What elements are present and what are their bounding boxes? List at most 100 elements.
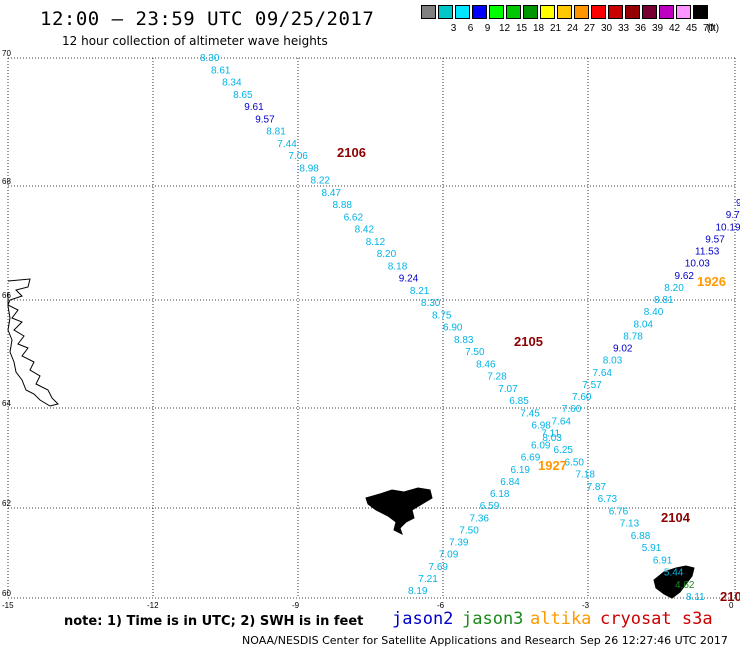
wave-height-value: 10.03: [685, 259, 710, 270]
pass-number-label: 2104: [661, 510, 691, 525]
wave-height-value: 7.06: [288, 151, 308, 162]
scale-label: 33: [617, 23, 630, 34]
wave-height-value: 7.39: [449, 538, 469, 549]
wave-height-value: 7.87: [587, 482, 607, 493]
lon-tick: 0: [729, 601, 734, 610]
scale-swatch: [693, 5, 708, 19]
wave-height-value: 8.81: [654, 295, 674, 306]
wave-height-value: 7.45: [520, 408, 540, 419]
pass-number-label: 2106: [337, 145, 366, 160]
scale-swatch: [489, 5, 504, 19]
satellite-cryosat-s3a: cryosat s3a: [600, 609, 713, 629]
wave-height-value: 9.02: [613, 344, 633, 355]
pass-number-label: 210: [720, 589, 740, 604]
lat-lon-grid: [7, 57, 736, 599]
wave-height-value: 6.91: [653, 555, 673, 566]
scale-label: 27: [583, 23, 596, 34]
coastlines: [7, 278, 695, 599]
wave-height-value: 10.19: [716, 222, 740, 233]
wave-height-value: 7.07: [498, 384, 518, 395]
satellite-altika: altika: [530, 609, 592, 629]
lat-tick: 60: [2, 589, 11, 598]
faroe-islands: [365, 487, 433, 535]
wave-height-value: 9.62: [675, 271, 695, 282]
wave-height-value: 8.11: [686, 592, 705, 603]
wave-height-value: 7.64: [593, 368, 613, 379]
scale-label: 18: [532, 23, 545, 34]
wave-height-value: 8.21: [410, 286, 430, 297]
track-1926-1927: 99.710.199.5711.5310.039.628.208.818.408…: [408, 198, 740, 597]
wave-height-value: 9.7: [726, 210, 740, 221]
scale-swatch: [523, 5, 538, 19]
scale-label: 15: [515, 23, 528, 34]
satellite-jason3: jason3: [462, 609, 524, 629]
wave-height-value: 6.62: [344, 212, 364, 223]
scale-swatch: [540, 5, 555, 19]
wave-height-value: 6.84: [500, 477, 520, 488]
wave-height-value: 5.91: [642, 543, 662, 554]
wave-height-value: 6.19: [511, 465, 531, 476]
lat-tick: 66: [2, 291, 11, 300]
lat-tick: 70: [2, 49, 11, 58]
wave-height-value: 8.34: [222, 78, 242, 89]
scale-swatch: [421, 5, 436, 19]
wave-height-value: 9: [736, 198, 740, 209]
pass-number-label: 1927: [538, 458, 567, 473]
wave-height-value: 8.42: [355, 225, 375, 236]
wave-height-value: 6.88: [631, 531, 651, 542]
wave-height-value: 8.75: [432, 310, 452, 321]
wave-height-value: 4.62: [675, 580, 695, 591]
scale-label: 9: [484, 23, 491, 34]
wave-height-value: 8.04: [634, 319, 654, 330]
wave-height-value: 7.36: [470, 513, 490, 524]
scale-unit: (ft): [706, 23, 720, 34]
scale-swatch: [642, 5, 657, 19]
scale-swatch: [676, 5, 691, 19]
scale-swatch: [557, 5, 572, 19]
wave-height-value: 6.85: [509, 396, 529, 407]
wave-height-value: 6.69: [521, 453, 541, 464]
wave-height-value: 8.03: [603, 356, 623, 367]
wave-height-value: 8.19: [408, 586, 428, 597]
wave-height-value: 11.53: [695, 247, 720, 258]
scale-label: 45: [685, 23, 698, 34]
scale-swatch: [591, 5, 606, 19]
wave-height-value: 7.09: [439, 550, 459, 561]
generated-timestamp: Sep 26 12:27:46 UTC 2017: [580, 634, 728, 647]
scale-label: 42: [668, 23, 681, 34]
wave-height-value: 6.90: [443, 323, 463, 334]
wave-height-value: 7.50: [465, 347, 485, 358]
wave-height-value: 5.44: [664, 568, 684, 579]
wave-height-value: 8.18: [388, 261, 408, 272]
wave-height-value: 7.11: [541, 428, 560, 439]
wave-height-value: 7.64: [552, 416, 572, 427]
footer-note: note: 1) Time is in UTC; 2) SWH is in fe…: [64, 614, 364, 629]
wave-height-value: 7.69: [429, 562, 449, 573]
scale-label: 24: [566, 23, 579, 34]
wave-height-value: 8.30: [421, 298, 441, 309]
lon-tick: -3: [582, 601, 590, 610]
scale-label: 21: [549, 23, 562, 34]
lon-tick: -6: [437, 601, 445, 610]
scale-swatch: [506, 5, 521, 19]
scale-label: 12: [498, 23, 511, 34]
wave-height-value: 8.22: [311, 176, 331, 187]
wave-height-value: 7.57: [582, 380, 602, 391]
wave-height-value: 7.21: [418, 574, 438, 585]
wave-height-value: 7.50: [459, 525, 479, 536]
scale-swatch: [608, 5, 623, 19]
shetland-islands: [653, 565, 695, 599]
pass-number-label: 2105: [514, 334, 543, 349]
scale-label: 30: [600, 23, 613, 34]
wave-height-value: 8.65: [233, 90, 253, 101]
wave-height-value: 8.83: [454, 335, 474, 346]
map-subtitle: 12 hour collection of altimeter wave hei…: [62, 34, 328, 48]
wave-height-value: 7.18: [576, 470, 596, 481]
axis-ticks: 70 68 66 64 62 60 -15 -12 -9 -6 -3 0: [2, 49, 734, 610]
wave-height-value: 9.57: [705, 234, 725, 245]
scale-label: 39: [651, 23, 664, 34]
lat-tick: 68: [2, 177, 11, 186]
wave-height-value: 6.59: [480, 501, 500, 512]
wave-height-value: 7.60: [562, 404, 582, 415]
